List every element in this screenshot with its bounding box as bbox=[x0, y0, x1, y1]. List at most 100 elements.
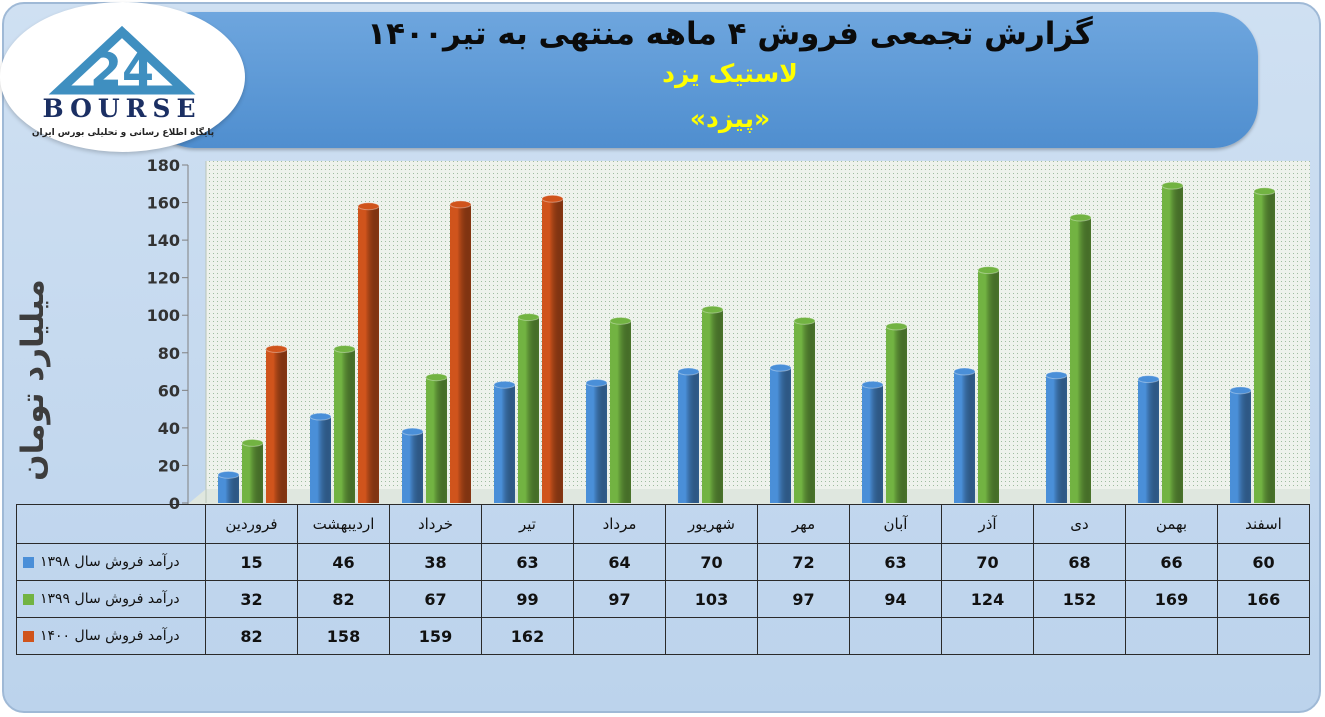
table-cell bbox=[573, 617, 666, 655]
bar bbox=[541, 194, 564, 504]
bar bbox=[357, 202, 380, 504]
category-label: مرداد bbox=[573, 504, 666, 544]
bar bbox=[425, 373, 448, 503]
category-label: دی bbox=[1033, 504, 1126, 544]
bar bbox=[609, 316, 632, 503]
table-cell: 32 bbox=[205, 580, 298, 618]
table-cell: 152 bbox=[1033, 580, 1126, 618]
bar bbox=[585, 378, 608, 503]
bourse24-logo: 24 BOURSE پایگاه اطلاع رسانی و تحلیلی بو… bbox=[0, 2, 245, 152]
bar bbox=[1229, 386, 1252, 503]
bar bbox=[309, 412, 332, 503]
table-row: درآمد فروش سال ۱۴۰۰ 82 158 159 162 bbox=[16, 617, 1310, 655]
y-axis-label: میلیارد تومان bbox=[15, 279, 51, 481]
table-cell: 63 bbox=[481, 543, 574, 581]
bar bbox=[1069, 213, 1092, 504]
category-label: بهمن bbox=[1125, 504, 1218, 544]
legend-entry: درآمد فروش سال ۱۳۹۹ bbox=[16, 580, 206, 618]
table-cell bbox=[1125, 617, 1218, 655]
table-cell: 68 bbox=[1033, 543, 1126, 581]
table-row: درآمد فروش سال ۱۳۹۸ 15 46 38 63 64 70 72 63 70 68 6… bbox=[16, 543, 1310, 581]
category-label: اسفند bbox=[1217, 504, 1310, 544]
table-cell: 97 bbox=[757, 580, 850, 618]
table-cell: 70 bbox=[941, 543, 1034, 581]
legend-entry: درآمد فروش سال ۱۳۹۸ bbox=[16, 543, 206, 581]
logo-mark-text: 24 bbox=[90, 43, 154, 97]
y-tick-label: 0 bbox=[169, 494, 180, 513]
table-cell: 158 bbox=[297, 617, 390, 655]
y-tick-label: 20 bbox=[158, 456, 180, 475]
bar bbox=[953, 367, 976, 503]
table-cell: 94 bbox=[849, 580, 942, 618]
logo-word: BOURSE bbox=[42, 94, 202, 123]
table-cell bbox=[1217, 617, 1310, 655]
category-label: فروردین bbox=[205, 504, 298, 544]
bar bbox=[1253, 187, 1276, 504]
bar bbox=[217, 470, 240, 503]
table-cell: 103 bbox=[665, 580, 758, 618]
y-tick-label: 40 bbox=[158, 419, 180, 438]
bar bbox=[1045, 371, 1068, 503]
legend-swatch-icon bbox=[23, 556, 34, 568]
y-tick-label: 180 bbox=[147, 156, 180, 175]
category-label: خرداد bbox=[389, 504, 482, 544]
table-cell bbox=[849, 617, 942, 655]
category-label: مهر bbox=[757, 504, 850, 544]
table-cell: 162 bbox=[481, 617, 574, 655]
table-corner bbox=[16, 504, 206, 544]
table-cell: 99 bbox=[481, 580, 574, 618]
bar bbox=[517, 313, 540, 503]
plot-area bbox=[206, 161, 1310, 503]
table-cell: 15 bbox=[205, 543, 298, 581]
category-label: آذر bbox=[941, 504, 1034, 544]
category-label: تیر bbox=[481, 504, 574, 544]
table-cell bbox=[941, 617, 1034, 655]
bar bbox=[885, 322, 908, 503]
legend-swatch-icon bbox=[23, 630, 34, 642]
y-tick-label: 120 bbox=[147, 269, 180, 288]
bar bbox=[1137, 375, 1160, 503]
y-tick-label: 100 bbox=[147, 306, 180, 325]
table-cell: 159 bbox=[389, 617, 482, 655]
category-label: آبان bbox=[849, 504, 942, 544]
category-label: شهریور bbox=[665, 504, 758, 544]
table-cell: 38 bbox=[389, 543, 482, 581]
table-cell bbox=[757, 617, 850, 655]
data-table: فروردین اردیبهشت خرداد تیر مرداد شهریور مهر آبا… bbox=[16, 504, 1310, 655]
table-cell: 66 bbox=[1125, 543, 1218, 581]
bar bbox=[677, 367, 700, 503]
table-cell: 97 bbox=[573, 580, 666, 618]
bar bbox=[401, 427, 424, 503]
report-title: گزارش تجمعی فروش ۴ ماهه منتهی به تیر۱۴۰۰ bbox=[367, 16, 1093, 52]
table-cell: 63 bbox=[849, 543, 942, 581]
table-cell: 166 bbox=[1217, 580, 1310, 618]
table-cell: 124 bbox=[941, 580, 1034, 618]
table-cell: 64 bbox=[573, 543, 666, 581]
series-name: درآمد فروش سال ۱۴۰۰ bbox=[40, 628, 180, 644]
title-banner bbox=[150, 12, 1258, 148]
table-cell: 169 bbox=[1125, 580, 1218, 618]
table-cell: 82 bbox=[205, 617, 298, 655]
bar bbox=[493, 380, 516, 503]
table-cell: 46 bbox=[297, 543, 390, 581]
table-row: درآمد فروش سال ۱۳۹۹ 32 82 67 99 97 103 97 94 124 1… bbox=[16, 580, 1310, 618]
y-tick-label: 160 bbox=[147, 194, 180, 213]
company-name: لاستیک یزد bbox=[662, 59, 798, 88]
legend-swatch-icon bbox=[23, 593, 34, 605]
legend-entry: درآمد فروش سال ۱۴۰۰ bbox=[16, 617, 206, 655]
bar bbox=[977, 266, 1000, 503]
logo-mark-icon: 24 bbox=[48, 25, 196, 97]
category-row: فروردین اردیبهشت خرداد تیر مرداد شهریور مهر آبا… bbox=[16, 504, 1310, 544]
category-label: اردیبهشت bbox=[297, 504, 390, 544]
series-name: درآمد فروش سال ۱۳۹۸ bbox=[40, 554, 180, 570]
bar bbox=[449, 200, 472, 503]
table-cell bbox=[1033, 617, 1126, 655]
bar bbox=[241, 438, 264, 503]
series-name: درآمد فروش سال ۱۳۹۹ bbox=[40, 591, 180, 607]
bar bbox=[1161, 181, 1184, 503]
bar bbox=[701, 305, 724, 503]
table-cell: 60 bbox=[1217, 543, 1310, 581]
y-tick-label: 60 bbox=[158, 381, 180, 400]
bar bbox=[793, 316, 816, 503]
